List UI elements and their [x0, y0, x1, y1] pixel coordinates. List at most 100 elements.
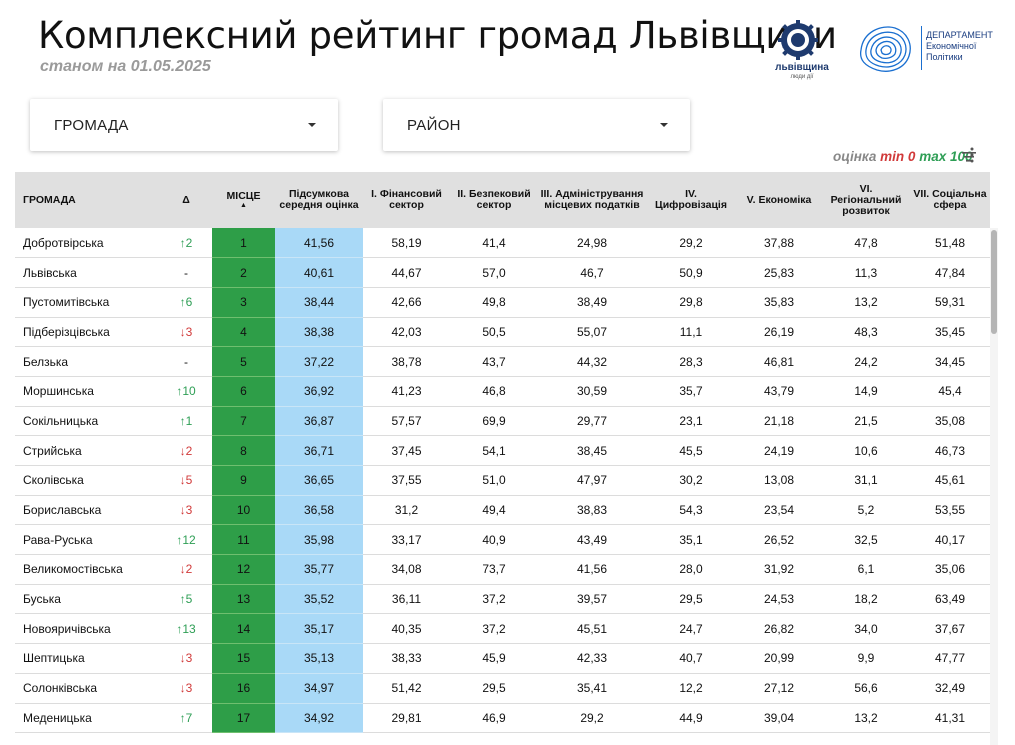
cell-c1: 37,55 [363, 465, 450, 496]
table-row[interactable]: Стрийська ↓2 8 36,71 37,45 54,1 38,45 45,5 24,19… [15, 435, 990, 466]
cell-c6: 24,2 [822, 346, 910, 377]
cell-c5: 39,04 [736, 703, 822, 734]
cell-name: Солонківська [15, 673, 160, 704]
header-c2[interactable]: II. Безпековий сектор [450, 172, 538, 228]
table-row[interactable]: Моршинська ↑10 6 36,92 41,23 46,8 30,59 35,7 43,… [15, 376, 990, 407]
logo-divider [921, 26, 922, 70]
header-c4[interactable]: IV. Цифровізація [646, 172, 736, 228]
cell-name: Сокільницька [15, 406, 160, 437]
cell-c5: 21,18 [736, 406, 822, 437]
cell-score: 35,52 [275, 584, 363, 615]
cell-place: 8 [212, 435, 275, 466]
cell-c1: 38,33 [363, 643, 450, 674]
cell-delta: ↓3 [160, 673, 212, 704]
header-score[interactable]: Підсумкова середня оцінка [275, 172, 363, 228]
cell-c4: 35,1 [646, 524, 736, 556]
scrollbar-thumb[interactable] [991, 230, 997, 334]
cell-name: Шептицька [15, 643, 160, 674]
header-delta[interactable]: Δ [160, 172, 212, 228]
table-row[interactable]: Добротвірська ↑2 1 41,56 58,19 41,4 24,98 29,2 3… [15, 228, 990, 259]
more-vert-icon[interactable] [968, 146, 976, 164]
cell-place: 4 [212, 317, 275, 348]
header-hromada[interactable]: ГРОМАДА [15, 172, 160, 228]
cell-c2: 50,5 [450, 317, 538, 348]
ranking-table: ГРОМАДА Δ МІСЦЕ ▲ Підсумкова середня оцін… [15, 172, 990, 734]
table-row[interactable]: Буська ↑5 13 35,52 36,11 37,2 39,57 29,5 24,53 18… [15, 584, 990, 615]
table-row[interactable]: Меденицька ↑7 17 34,92 29,81 46,9 29,2 44,9 39,0… [15, 703, 990, 734]
header-c7[interactable]: VII. Соціальна сфера [910, 172, 990, 228]
cell-place: 6 [212, 376, 275, 407]
cell-name: Рава-Руська [15, 524, 160, 556]
cell-c3: 38,49 [538, 287, 646, 318]
table-scrollbar[interactable] [990, 228, 998, 745]
sort-icon[interactable] [961, 148, 977, 164]
cell-c5: 26,52 [736, 524, 822, 556]
cell-c7: 59,31 [910, 287, 990, 318]
table-row[interactable]: Солонківська ↓3 16 34,97 51,42 29,5 35,41 12,2 2… [15, 673, 990, 704]
cell-c7: 45,61 [910, 465, 990, 496]
chevron-down-icon [308, 123, 316, 127]
table-row[interactable]: Сокільницька ↑1 7 36,87 57,57 69,9 29,77 23,1 21… [15, 406, 990, 437]
table-row[interactable]: Новояричівська ↑13 14 35,17 40,35 37,2 45,51 24… [15, 613, 990, 645]
header-place[interactable]: МІСЦЕ ▲ [212, 172, 275, 228]
cell-c7: 45,4 [910, 376, 990, 407]
table-row[interactable]: Рава-Руська ↑12 11 35,98 33,17 40,9 43,49 35,1 2… [15, 524, 990, 556]
cell-c3: 44,32 [538, 346, 646, 377]
cell-c1: 31,2 [363, 495, 450, 526]
cell-name: Новояричівська [15, 613, 160, 645]
table-row[interactable]: Белзька -5 37,22 38,78 43,7 44,32 28,3 46,81 24,… [15, 346, 990, 377]
cell-c7: 35,06 [910, 554, 990, 585]
table-row[interactable]: Бориславська ↓3 10 36,58 31,2 49,4 38,83 54,3 23… [15, 495, 990, 526]
header-c5[interactable]: V. Економіка [736, 172, 822, 228]
cell-c4: 54,3 [646, 495, 736, 526]
hromada-filter-dropdown[interactable]: ГРОМАДА [30, 99, 338, 151]
cell-c4: 24,7 [646, 613, 736, 645]
table-row[interactable]: Сколівська ↓5 9 36,65 37,55 51,0 47,97 30,2 13,0… [15, 465, 990, 496]
cell-score: 34,97 [275, 673, 363, 704]
cell-c7: 53,55 [910, 495, 990, 526]
cell-c3: 41,56 [538, 554, 646, 585]
cell-name: Львівська [15, 257, 160, 288]
page-subtitle: станом на 01.05.2025 [40, 58, 211, 75]
table-row[interactable]: Великомостівська ↓2 12 35,77 34,08 73,7 41,56 2… [15, 554, 990, 585]
table-row[interactable]: Шептицька ↓3 15 35,13 38,33 45,9 42,33 40,7 20,9… [15, 643, 990, 674]
cell-delta: ↓2 [160, 435, 212, 466]
cell-delta: ↓2 [160, 554, 212, 585]
cell-c2: 40,9 [450, 524, 538, 556]
cell-c7: 47,77 [910, 643, 990, 674]
table-row[interactable]: Львівська -2 40,61 44,67 57,0 46,7 50,9 25,83 11… [15, 257, 990, 288]
cell-name: Добротвірська [15, 228, 160, 259]
cell-delta: ↑1 [160, 406, 212, 437]
cell-c6: 14,9 [822, 376, 910, 407]
sort-arrow-up-icon: ▲ [240, 201, 247, 209]
cell-score: 36,71 [275, 435, 363, 466]
cell-delta: ↑5 [160, 584, 212, 615]
cell-c6: 34,0 [822, 613, 910, 645]
cell-name: Пустомитівська [15, 287, 160, 318]
header-c3[interactable]: III. Адміністрування місцевих податків [538, 172, 646, 228]
cell-c1: 42,66 [363, 287, 450, 318]
cell-score: 36,92 [275, 376, 363, 407]
cell-c3: 29,77 [538, 406, 646, 437]
header-c6[interactable]: VI. Регіональний розвиток [822, 172, 910, 228]
cell-c1: 34,08 [363, 554, 450, 585]
cell-c7: 32,49 [910, 673, 990, 704]
cell-place: 14 [212, 613, 275, 645]
cell-c2: 73,7 [450, 554, 538, 585]
header-c1[interactable]: I. Фінансовий сектор [363, 172, 450, 228]
cell-c1: 51,42 [363, 673, 450, 704]
cell-c5: 27,12 [736, 673, 822, 704]
logo-slogan: люди дії [790, 74, 814, 80]
cell-score: 36,87 [275, 406, 363, 437]
table-row[interactable]: Пустомитівська ↑6 3 38,44 42,66 49,8 38,49 29,8… [15, 287, 990, 318]
cell-delta: - [160, 257, 212, 288]
cell-delta: ↑2 [160, 228, 212, 259]
cell-score: 35,77 [275, 554, 363, 585]
cell-c2: 41,4 [450, 228, 538, 259]
cell-c1: 58,19 [363, 228, 450, 259]
cell-c6: 9,9 [822, 643, 910, 674]
cell-delta: ↓3 [160, 317, 212, 348]
rayon-filter-dropdown[interactable]: РАЙОН [383, 99, 690, 151]
table-row[interactable]: Підберізцівська ↓3 4 38,38 42,03 50,5 55,07 11,… [15, 317, 990, 348]
cell-c3: 30,59 [538, 376, 646, 407]
